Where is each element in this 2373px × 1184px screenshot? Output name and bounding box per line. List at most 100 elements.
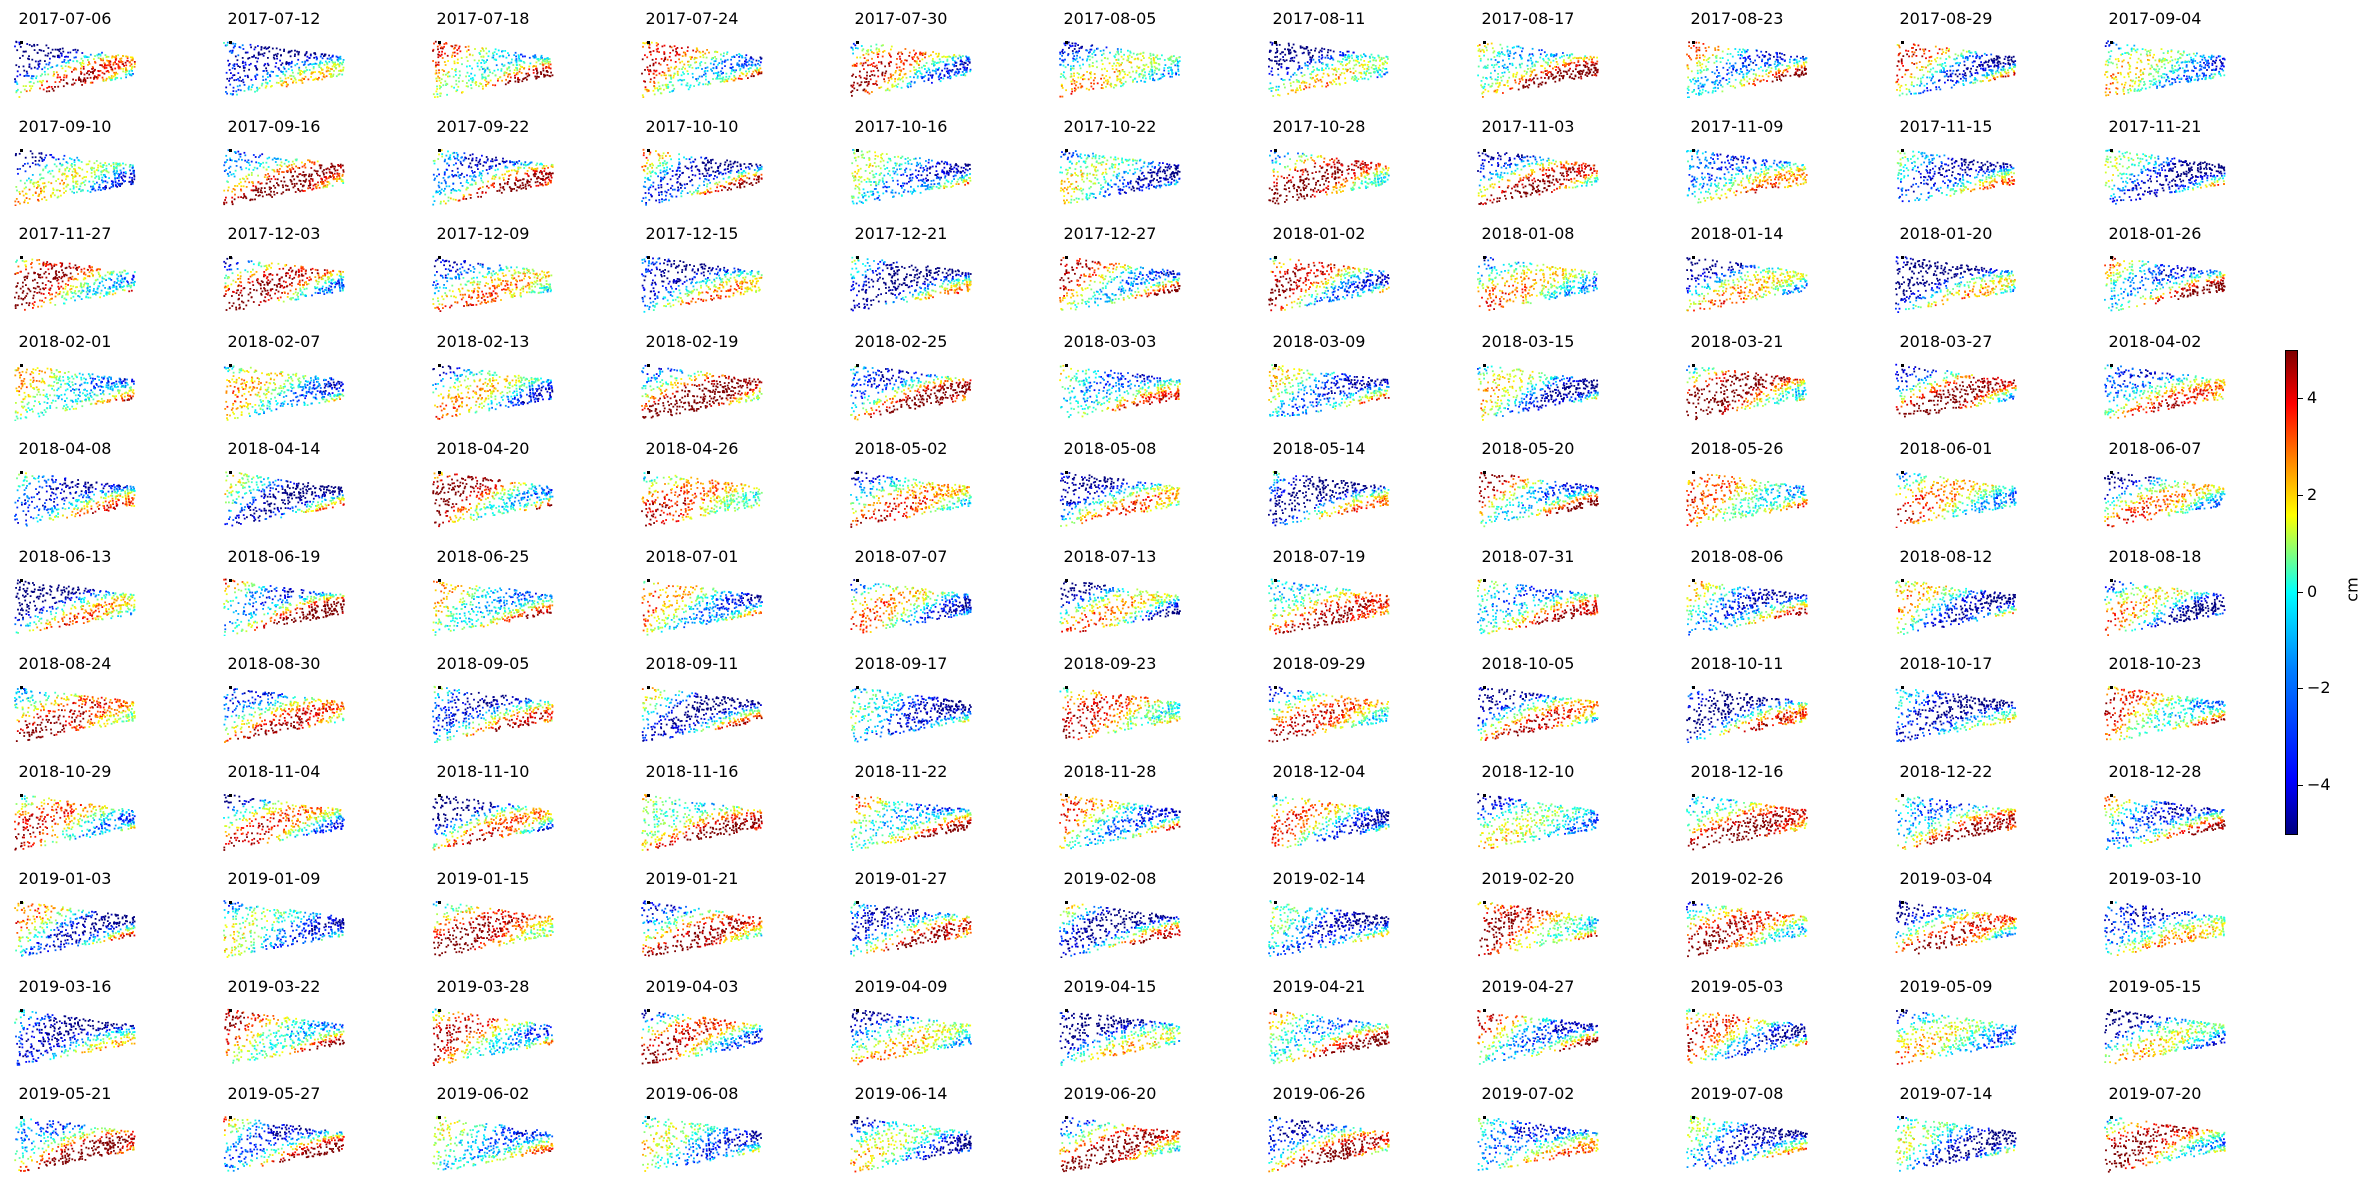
displacement-pixel [72, 179, 74, 182]
displacement-pixel [1804, 69, 1806, 71]
displacement-pixel [1286, 67, 1289, 69]
displacement-pixel [1743, 65, 1746, 67]
displacement-pixel [883, 80, 886, 83]
displacement-pixel [41, 68, 44, 71]
displacement-pixel [1992, 75, 1995, 78]
displacement-pixel [465, 75, 467, 78]
displacement-pixel [113, 173, 116, 176]
displacement-pixel [329, 70, 331, 73]
displacement-pixel [736, 62, 739, 65]
displacement-pixel [1563, 63, 1566, 66]
displacement-pixel [1570, 61, 1573, 64]
displacement-pixel [55, 71, 58, 74]
displacement-pixel [957, 68, 960, 71]
displacement-pixel [227, 59, 229, 62]
displacement-pixel [735, 54, 738, 56]
displacement-pixel [655, 42, 658, 44]
displacement-pixel [79, 62, 81, 64]
displacement-pixel [672, 84, 675, 87]
displacement-pixel [1554, 65, 1556, 68]
displacement-pixel [1272, 95, 1275, 97]
displacement-pixel [1171, 72, 1174, 75]
displacement-pixel [285, 70, 288, 73]
displacement-pixel [443, 43, 446, 45]
displacement-pixel [1337, 68, 1340, 70]
displacement-pixel [44, 185, 47, 187]
displacement-pixel [2116, 66, 2119, 69]
displacement-pixel [956, 68, 959, 70]
displacement-pixel [2115, 78, 2118, 81]
displacement-pixel [1140, 79, 1142, 82]
displacement-pixel [874, 65, 876, 68]
displacement-pixel [264, 86, 267, 89]
displacement-pixel [1276, 51, 1278, 53]
displacement-pixel [2105, 60, 2108, 63]
displacement-pixel [88, 70, 90, 72]
displacement-pixel [470, 87, 473, 90]
displacement-pixel [82, 65, 85, 68]
displacement-pixel [112, 185, 115, 187]
displacement-pixel [1779, 78, 1781, 80]
displacement-pixel [331, 61, 334, 63]
displacement-pixel [73, 167, 75, 170]
displacement-pixel [678, 68, 681, 70]
displacement-pixel [94, 173, 96, 175]
displacement-pixel [1688, 45, 1690, 47]
displacement-pixel [1990, 53, 1993, 56]
displacement-pixel [2209, 56, 2212, 59]
displacement-pixel [285, 63, 288, 66]
displacement-pixel [540, 54, 543, 57]
displacement-pixel [1738, 73, 1741, 75]
displacement-pixel [759, 67, 762, 70]
displacement-pixel [481, 85, 484, 88]
displacement-pixel [923, 76, 925, 78]
displacement-pixel [1079, 67, 1082, 70]
displacement-pixel [1519, 80, 1521, 83]
displacement-pixel [276, 57, 278, 60]
displacement-pixel [1583, 58, 1586, 60]
displacement-pixel [699, 51, 702, 54]
displacement-pixel [14, 80, 17, 82]
displacement-pixel [1959, 77, 1962, 80]
displacement-pixel [94, 176, 96, 179]
displacement-pixel [549, 63, 552, 66]
displacement-pixel [909, 85, 912, 88]
displacement-pixel [69, 187, 72, 190]
displacement-pixel [111, 56, 113, 59]
displacement-pixel [1145, 63, 1148, 66]
displacement-pixel [939, 73, 941, 76]
displacement-pixel [506, 68, 509, 71]
displacement-pixel [2140, 73, 2142, 76]
displacement-pixel [1540, 71, 1543, 74]
displacement-pixel [1540, 49, 1543, 51]
displacement-pixel [942, 61, 945, 63]
displacement-pixel [2116, 81, 2119, 84]
displacement-pixel [1072, 65, 1075, 67]
displacement-pixel [1115, 59, 1118, 61]
displacement-pixel [1528, 53, 1531, 56]
displacement-pixel [1741, 51, 1743, 53]
displacement-pixel [1699, 89, 1701, 92]
displacement-pixel [1899, 86, 1901, 89]
displacement-pixel [1085, 49, 1088, 52]
displacement-pixel [1551, 73, 1554, 76]
displacement-pixel [51, 169, 54, 172]
displacement-pixel [535, 68, 537, 70]
displacement-pixel [25, 192, 28, 195]
displacement-pixel [1593, 64, 1596, 67]
displacement-pixel [2013, 72, 2016, 75]
displacement-pixel [1537, 85, 1540, 88]
displacement-pixel [109, 60, 112, 63]
displacement-pixel [668, 55, 671, 58]
displacement-pixel [2014, 60, 2017, 62]
displacement-pixel [1943, 69, 1945, 72]
displacement-pixel [26, 43, 29, 45]
displacement-pixel [54, 48, 57, 51]
displacement-pixel [518, 59, 521, 62]
displacement-pixel [733, 71, 736, 73]
displacement-pixel [1375, 59, 1377, 62]
displacement-pixel [1387, 58, 1389, 60]
displacement-pixel [1776, 64, 1779, 67]
displacement-pixel [1477, 74, 1479, 77]
displacement-pixel [516, 67, 518, 69]
